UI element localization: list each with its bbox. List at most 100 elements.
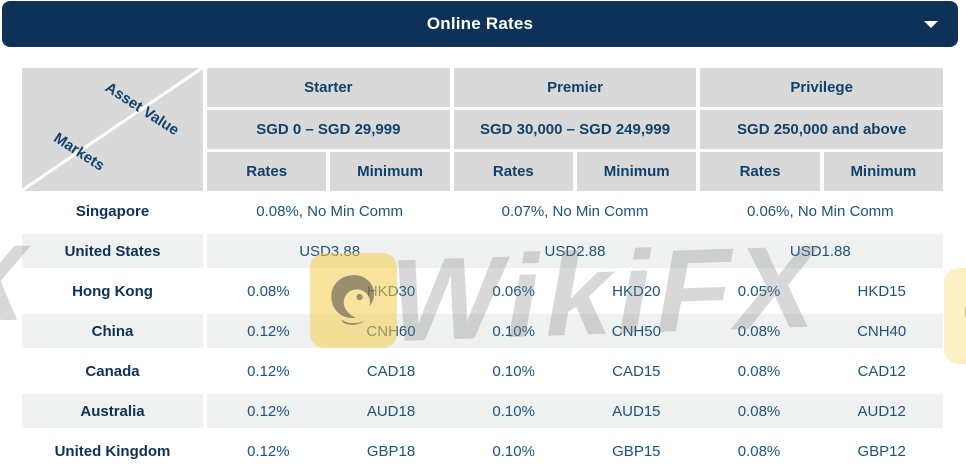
tier-value-group: USD2.88: [452, 234, 697, 268]
row-values: 0.12% GBP18 0.10% GBP15 0.08% GBP12: [207, 434, 943, 468]
row-values: 0.08% HKD30 0.06% HKD20 0.05% HKD15: [207, 274, 943, 308]
table-row: United Kingdom 0.12% GBP18 0.10% GBP15 0.08% G…: [22, 434, 943, 468]
tier-value-group: 0.10% AUD15: [452, 394, 697, 428]
value-cell: 0.08%, No Min Comm: [256, 202, 404, 220]
table-row: Hong Kong 0.08% HKD30 0.06% HKD20 0.05% HKD15: [22, 274, 943, 308]
minimum-column-header: Minimum: [823, 152, 944, 191]
lion-head-icon: [964, 305, 966, 320]
table-row: United States USD3.88 USD2.88 USD1.88: [22, 234, 943, 268]
value-cell: USD3.88: [299, 242, 361, 260]
online-rates-title: Online Rates: [426, 14, 534, 33]
minimum-column-header: Minimum: [577, 152, 697, 191]
tier-value-group: 0.08% CNH40: [698, 314, 943, 348]
rates-column-header: Rates: [700, 152, 820, 191]
value-cell: AUD15: [612, 402, 661, 420]
tier-value-group: 0.10% CNH50: [452, 314, 697, 348]
header-rows: Starter Premier Privilege SGD 0 – SGD 29…: [207, 68, 944, 191]
tier-range-starter: SGD 0 – SGD 29,999: [207, 110, 450, 149]
tier-value-group: 0.12% AUD18: [207, 394, 452, 428]
market-name: United States: [22, 234, 203, 268]
tier-value-group: USD3.88: [207, 234, 452, 268]
market-name: Hong Kong: [72, 282, 153, 300]
value-cell: CNH50: [611, 322, 661, 340]
table-header: Asset Value Markets Starter Premier Priv…: [22, 68, 944, 191]
table-row: Canada 0.12% CAD18 0.10% CAD15 0.08% CAD12: [22, 354, 943, 388]
row-values: 0.08%, No Min Comm 0.07%, No Min Comm 0.06…: [207, 194, 943, 228]
tier-value-group: 0.12% CNH60: [207, 314, 452, 348]
market-name: China: [22, 314, 203, 348]
market-name: Australia: [22, 394, 203, 428]
value-cell: 0.10%: [492, 442, 535, 460]
tier-name-starter: Starter: [207, 68, 450, 107]
row-values: 0.12% AUD18 0.10% AUD15 0.08% AUD12: [207, 394, 943, 428]
value-cell: 0.06%, No Min Comm: [746, 202, 894, 220]
tier-value-group: 0.07%, No Min Comm: [452, 194, 697, 228]
corner-asset-value-label: Asset Value: [102, 78, 182, 140]
value-cell: 0.08%: [737, 442, 781, 460]
tier-value-group: 0.12% GBP18: [207, 434, 452, 468]
chevron-down-icon: [924, 21, 938, 28]
value-cell: 0.08%: [737, 402, 781, 420]
minimum-column-header: Minimum: [330, 152, 450, 191]
tier-value-group: USD1.88: [698, 234, 943, 268]
value-cell: HKD30: [366, 282, 416, 300]
online-rates-dropdown[interactable]: Online Rates: [2, 1, 958, 47]
value-cell: 0.12%: [247, 402, 290, 420]
tier-value-group: 0.08% GBP12: [698, 434, 943, 468]
rates-column-header: Rates: [453, 152, 574, 191]
value-cell: 0.05%: [737, 282, 781, 300]
row-values: 0.12% CNH60 0.10% CNH50 0.08% CNH40: [207, 314, 943, 348]
value-cell: HKD20: [612, 282, 661, 300]
value-cell: 0.10%: [492, 402, 535, 420]
tier-name-row: Starter Premier Privilege: [207, 68, 944, 107]
value-cell: AUD18: [366, 402, 416, 420]
value-cell: 0.06%: [492, 282, 535, 300]
value-cell: GBP15: [612, 442, 661, 460]
tier-value-group: 0.12% CAD18: [207, 354, 452, 388]
table-row: Australia 0.12% AUD18 0.10% AUD15 0.08% AUD12: [22, 394, 943, 428]
value-cell: CNH40: [857, 322, 907, 340]
value-cell: 0.07%, No Min Comm: [501, 202, 649, 220]
value-cell: CAD18: [366, 362, 416, 380]
subheader-group-privilege: Rates Minimum: [700, 152, 944, 191]
tier-value-group: 0.08% HKD30: [207, 274, 452, 308]
value-cell: 0.08%: [737, 362, 781, 380]
tier-value-group: 0.06% HKD20: [452, 274, 697, 308]
value-cell: CAD12: [857, 362, 906, 380]
tier-value-group: 0.10% GBP15: [452, 434, 697, 468]
tier-value-group: 0.06%, No Min Comm: [698, 194, 943, 228]
table-row: China 0.12% CNH60 0.10% CNH50 0.08% CNH40: [22, 314, 943, 348]
rates-column-header: Rates: [207, 152, 327, 191]
table-body: Singapore 0.08%, No Min Comm 0.07%, No Min…: [22, 194, 943, 468]
tier-value-group: 0.10% CAD15: [452, 354, 697, 388]
value-cell: HKD15: [857, 282, 906, 300]
row-values: USD3.88 USD2.88 USD1.88: [207, 234, 943, 268]
value-cell: 0.08%: [247, 282, 290, 300]
value-cell: 0.12%: [247, 362, 290, 380]
market-name: Canada: [85, 362, 140, 380]
value-cell: 0.08%: [737, 322, 781, 340]
table-row: Singapore 0.08%, No Min Comm 0.07%, No Min…: [22, 194, 943, 228]
row-values: 0.12% CAD18 0.10% CAD15 0.08% CAD12: [207, 354, 943, 388]
corner-markets-label: Markets: [50, 129, 108, 175]
market-name: United Kingdom: [54, 442, 171, 460]
value-cell: 0.12%: [247, 442, 290, 460]
tier-range-row: SGD 0 – SGD 29,999 SGD 30,000 – SGD 249,…: [207, 110, 944, 149]
subheader-row: Rates Minimum Rates Minimum Rates Minimu…: [207, 152, 944, 191]
tier-range-privilege: SGD 250,000 and above: [700, 110, 944, 149]
tier-name-premier: Premier: [453, 68, 697, 107]
market-name: Singapore: [75, 202, 150, 220]
subheader-group-premier: Rates Minimum: [453, 152, 697, 191]
subheader-group-starter: Rates Minimum: [207, 152, 450, 191]
value-cell: GBP18: [366, 442, 416, 460]
value-cell: CAD15: [612, 362, 661, 380]
value-cell: GBP12: [857, 442, 906, 460]
rates-table: Asset Value Markets Starter Premier Priv…: [22, 68, 944, 469]
tier-value-group: 0.08% CAD12: [698, 354, 943, 388]
value-cell: 0.12%: [247, 322, 290, 340]
value-cell: CNH60: [366, 322, 416, 340]
wikifx-lion-logo-partial: [944, 268, 966, 364]
value-cell: 0.10%: [492, 362, 535, 380]
tier-name-privilege: Privilege: [700, 68, 944, 107]
